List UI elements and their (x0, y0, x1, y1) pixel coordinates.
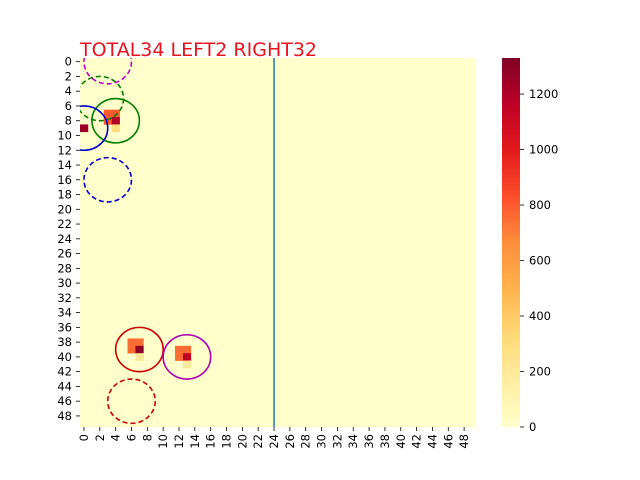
y-axis: 0246810121416182022242628303234363840424… (57, 55, 80, 423)
colorbar-tick-label: 800 (529, 198, 551, 212)
x-tick-label: 4 (109, 434, 123, 441)
y-tick-label: 10 (57, 128, 72, 142)
colorbar-tick-label: 200 (529, 365, 551, 379)
heatmap-cell (135, 338, 144, 347)
annotation-circle (80, 105, 109, 152)
x-tick-label: 2 (93, 434, 107, 441)
y-tick-label: 28 (57, 261, 72, 275)
y-tick-label: 42 (57, 365, 72, 379)
colorbar (502, 58, 520, 427)
y-tick-label: 12 (57, 143, 72, 157)
colorbar-tick-label: 400 (529, 309, 551, 323)
y-tick-label: 0 (65, 55, 72, 69)
y-tick-label: 40 (57, 350, 72, 364)
x-tick-label: 44 (425, 434, 439, 449)
y-tick-label: 46 (57, 394, 72, 408)
y-tick-label: 6 (65, 99, 72, 113)
x-tick-label: 46 (441, 434, 455, 449)
heatmap-cell (175, 345, 184, 354)
heatmap-cell (103, 109, 112, 118)
y-tick-label: 20 (57, 202, 72, 216)
y-tick-label: 34 (57, 306, 72, 320)
chart-title: TOTAL34 LEFT2 RIGHT32 (79, 39, 317, 61)
x-tick-label: 32 (330, 434, 344, 449)
colorbar-tick-label: 1000 (529, 143, 558, 157)
x-tick-label: 24 (267, 434, 281, 449)
annotation-circles (80, 58, 212, 425)
x-tick-label: 6 (124, 434, 138, 441)
y-tick-label: 44 (57, 379, 72, 393)
heatmap-cell (182, 353, 192, 361)
colorbar-axis: 0 200 400 600 800 1000 1200 (520, 87, 558, 434)
x-tick-label: 14 (188, 434, 202, 449)
x-tick-label: 26 (283, 434, 297, 449)
y-tick-label: 36 (57, 320, 72, 334)
colorbar-tick-label: 0 (529, 420, 536, 434)
heatmap-cell (175, 353, 184, 361)
annotation-circle (80, 75, 125, 122)
y-tick-label: 16 (57, 173, 72, 187)
x-tick-label: 40 (394, 434, 408, 449)
y-tick-label: 38 (57, 335, 72, 349)
x-tick-label: 22 (251, 434, 265, 449)
y-tick-label: 22 (57, 217, 72, 231)
heatmap-cell (103, 117, 112, 125)
heatmap-cell (182, 345, 192, 354)
heatmap-background (80, 58, 476, 427)
y-tick-label: 18 (57, 188, 72, 202)
annotation-circle (83, 156, 133, 203)
x-tick-label: 28 (299, 434, 313, 449)
y-tick-label: 26 (57, 247, 72, 261)
x-tick-label: 20 (235, 434, 249, 449)
heatmap-cell (135, 345, 144, 354)
x-tick-label: 10 (156, 434, 170, 449)
heatmap-cell (111, 109, 120, 118)
colorbar-tick-label: 1200 (529, 87, 558, 101)
heatmap-cell (182, 360, 192, 369)
x-tick-label: 34 (346, 434, 360, 449)
heatmap-cell (80, 124, 89, 133)
heatmap-cell (135, 353, 144, 361)
x-axis: 0 2 4 6 8 10 12 14 16 18 20 22 24 26 28 30 32 34 36 38 40 42 4… (77, 427, 471, 449)
x-tick-label: 38 (378, 434, 392, 449)
x-tick-label: 30 (315, 434, 329, 449)
heatmap-cell (111, 117, 120, 125)
y-tick-label: 24 (57, 232, 72, 246)
heatmap-cells (80, 109, 192, 369)
annotation-circle (106, 378, 157, 425)
annotation-circle (91, 97, 141, 144)
x-tick-label: 0 (77, 434, 91, 441)
x-tick-label: 36 (362, 434, 376, 449)
y-tick-label: 30 (57, 276, 72, 290)
x-tick-label: 16 (204, 434, 218, 449)
annotation-circle (162, 333, 212, 380)
y-tick-label: 8 (65, 114, 72, 128)
x-tick-label: 18 (220, 434, 234, 449)
y-tick-label: 2 (65, 69, 72, 83)
y-tick-label: 48 (57, 409, 72, 423)
y-tick-label: 32 (57, 291, 72, 305)
y-tick-label: 4 (65, 84, 72, 98)
heatmap-cell (127, 338, 136, 347)
annotation-circle (114, 326, 164, 373)
annotation-circle (83, 58, 133, 85)
x-tick-label: 12 (172, 434, 186, 449)
x-tick-label: 42 (410, 434, 424, 449)
x-tick-label: 8 (140, 434, 154, 441)
x-tick-label: 48 (457, 434, 471, 449)
colorbar-tick-label: 600 (529, 254, 551, 268)
y-tick-label: 14 (57, 158, 72, 172)
heatmap-cell (111, 124, 120, 133)
heatmap-cell (127, 345, 136, 354)
